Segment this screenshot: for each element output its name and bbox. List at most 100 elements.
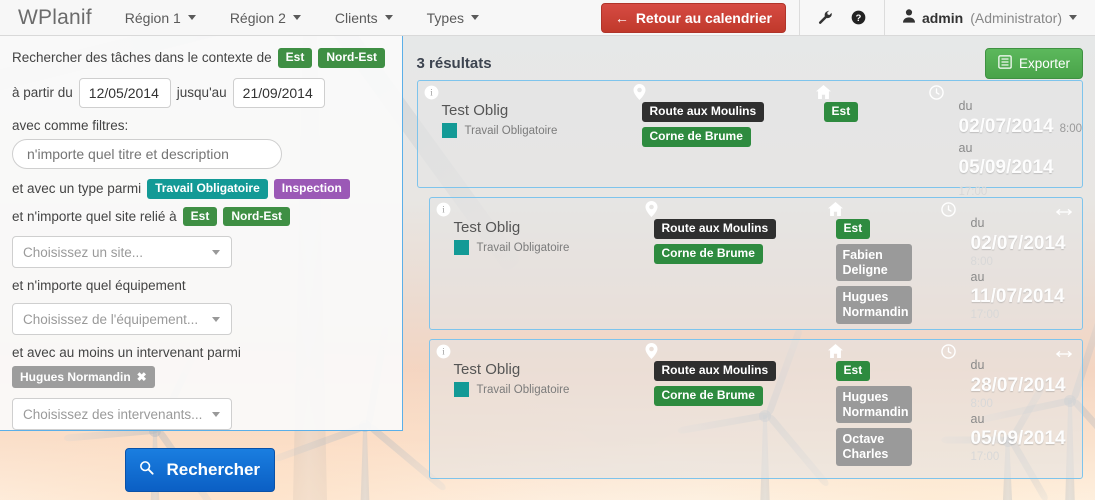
intervenant-row: et avec au moins un intervenant parmi Hu… bbox=[12, 345, 388, 389]
card-date-block: du 02/07/2014 8:00 au 05/09/2014 17:00 bbox=[959, 97, 1082, 198]
equipment-select-row: Choisissez de l'équipement... bbox=[12, 301, 388, 336]
card-location-badge: Route aux Moulins bbox=[653, 219, 777, 239]
page-content: Rechercher des tâches dans le contexte d… bbox=[0, 36, 1095, 500]
date-range-row: à partir du jusqu'au bbox=[12, 77, 388, 108]
nav-item-region-2[interactable]: Région 2 bbox=[213, 0, 318, 35]
type-badge-travail-obligatoire: Travail Obligatoire bbox=[147, 178, 268, 199]
chevron-down-icon bbox=[292, 15, 301, 20]
svg-text:i: i bbox=[430, 87, 433, 97]
back-to-calendar-button[interactable]: ← Retour au calendrier bbox=[600, 2, 786, 33]
arrows-horizontal-icon[interactable] bbox=[1055, 346, 1073, 364]
card-location-stack: Route aux Moulins Corne de Brume bbox=[641, 102, 788, 147]
nav-divider bbox=[798, 0, 800, 35]
card-time-to: 17:00 bbox=[970, 451, 1000, 464]
card-date-to-label: au bbox=[970, 269, 985, 284]
card-site-stack: Est Fabien Deligne Hugues Normandin bbox=[835, 219, 935, 324]
card-date-block: du 02/07/2014 8:00 au 11/07/2014 17:00 bbox=[971, 214, 1082, 321]
nav-item-types[interactable]: Types bbox=[410, 0, 496, 35]
filters-label: avec comme filtres: bbox=[12, 117, 129, 133]
date-from-label: à partir du bbox=[12, 85, 73, 101]
clock-icon bbox=[941, 343, 957, 359]
nav-item-label: Types bbox=[426, 9, 465, 26]
results-header: 3 résultats Exporter bbox=[417, 46, 1083, 80]
close-icon[interactable]: ✖ bbox=[136, 370, 147, 385]
nav-item-label: Région 1 bbox=[124, 9, 181, 26]
nav-item-clients[interactable]: Clients bbox=[318, 0, 410, 35]
filters-row: avec comme filtres: bbox=[12, 118, 388, 169]
card-date-from-label: du bbox=[958, 99, 973, 113]
card-person-tag: Fabien Deligne bbox=[835, 243, 912, 282]
intervenant-select-row: Choisissez des intervenants... bbox=[12, 396, 388, 431]
card-date-to: 11/07/2014 bbox=[970, 286, 1065, 308]
card-task-name: Test Oblig bbox=[453, 219, 521, 236]
equipment-label-row: et n'importe quel équipement bbox=[12, 278, 388, 293]
card-task-name: Test Oblig bbox=[441, 102, 509, 119]
intervenant-label: et avec au moins un intervenant parmi bbox=[12, 345, 241, 361]
site-select[interactable]: Choisissez un site... bbox=[12, 236, 232, 269]
card-location-badge: Route aux Moulins bbox=[641, 102, 765, 122]
date-to-input[interactable] bbox=[232, 77, 325, 108]
clock-icon bbox=[941, 201, 957, 217]
context-badge-est: Est bbox=[277, 48, 313, 68]
date-from-input[interactable] bbox=[78, 77, 171, 108]
card-date-from: 28/07/2014 bbox=[970, 374, 1066, 396]
intervenant-tag[interactable]: Hugues Normandin ✖ bbox=[12, 366, 155, 389]
card-date-to-label: au bbox=[958, 140, 973, 155]
card-equipment-badge: Corne de Brume bbox=[641, 126, 751, 147]
card-equipment-badge: Corne de Brume bbox=[653, 243, 763, 264]
card-date-column: du 28/07/2014 8:00 au 05/09/2014 17:00 bbox=[935, 340, 1082, 478]
search-button[interactable]: Rechercher bbox=[124, 448, 275, 493]
card-time-from: 8:00 bbox=[970, 255, 993, 268]
card-person-tag: Hugues Normandin bbox=[835, 385, 912, 424]
intervenant-select[interactable]: Choisissez des intervenants... bbox=[12, 398, 232, 431]
card-site-badge: Est bbox=[823, 102, 859, 122]
map-pin-icon bbox=[644, 343, 660, 359]
svg-text:?: ? bbox=[856, 13, 862, 23]
card-date-column: du 02/07/2014 8:00 au 11/07/2014 17:00 bbox=[935, 198, 1082, 329]
svg-text:i: i bbox=[442, 204, 445, 214]
card-date-from-line: 02/07/2014 8:00 bbox=[959, 116, 1082, 139]
info-circle-icon: i bbox=[436, 343, 452, 359]
nav-right-group: ← Retour au calendrier ? admin (Administ… bbox=[600, 0, 1095, 35]
result-card[interactable]: i Test Oblig Travail Obligatoire Route a… bbox=[428, 339, 1083, 479]
card-site-badge: Est bbox=[835, 361, 871, 381]
nav-item-label: Région 2 bbox=[229, 9, 286, 26]
arrows-horizontal-icon[interactable] bbox=[1055, 204, 1073, 222]
filters-input[interactable] bbox=[12, 138, 282, 169]
type-color-swatch bbox=[453, 240, 469, 255]
card-time-to: 17:00 bbox=[958, 186, 988, 199]
wrench-icon[interactable] bbox=[818, 10, 833, 25]
map-pin-icon bbox=[632, 84, 648, 100]
card-date-block: du 28/07/2014 8:00 au 05/09/2014 17:00 bbox=[971, 356, 1082, 463]
type-color-swatch bbox=[441, 123, 457, 138]
card-site-column: Est Hugues Normandin Octave Charles bbox=[800, 340, 935, 478]
list-icon bbox=[998, 54, 1012, 72]
nav-item-region-1[interactable]: Région 1 bbox=[108, 0, 213, 35]
card-time-from: 8:00 bbox=[970, 397, 993, 410]
help-circle-icon[interactable]: ? bbox=[851, 10, 866, 25]
site-select-row: Choisissez un site... bbox=[12, 234, 388, 269]
intervenant-tag-label: Hugues Normandin bbox=[20, 370, 131, 385]
equipment-select[interactable]: Choisissez de l'équipement... bbox=[12, 303, 232, 336]
app-brand[interactable]: WPlanif bbox=[18, 5, 92, 29]
card-date-from-label: du bbox=[970, 216, 985, 230]
chevron-down-icon bbox=[187, 15, 196, 20]
card-type-label: Travail Obligatoire bbox=[476, 383, 570, 396]
nav-menu: Région 1 Région 2 Clients Types bbox=[108, 0, 496, 35]
card-site-stack: Est bbox=[823, 102, 923, 122]
intervenant-select-placeholder: Choisissez des intervenants... bbox=[23, 406, 203, 422]
user-menu[interactable]: admin (Administrator) bbox=[885, 0, 1095, 35]
card-location-badge: Route aux Moulins bbox=[653, 361, 777, 381]
result-card[interactable]: i Test Oblig Travail Obligatoire Route a… bbox=[416, 80, 1083, 198]
search-panel: Rechercher des tâches dans le contexte d… bbox=[0, 36, 403, 493]
card-site-stack: Est Hugues Normandin Octave Charles bbox=[835, 361, 935, 466]
export-button[interactable]: Exporter bbox=[984, 47, 1083, 79]
card-type-line: Travail Obligatoire bbox=[453, 240, 620, 255]
home-icon bbox=[828, 343, 844, 359]
card-title-column: i Test Oblig Travail Obligatoire bbox=[430, 340, 620, 478]
card-time-to: 17:00 bbox=[970, 309, 1000, 322]
card-person-tag: Octave Charles bbox=[835, 428, 912, 466]
results-count: 3 résultats bbox=[416, 54, 492, 72]
export-button-label: Exporter bbox=[1018, 55, 1070, 71]
result-card[interactable]: i Test Oblig Travail Obligatoire Route a… bbox=[428, 197, 1083, 330]
